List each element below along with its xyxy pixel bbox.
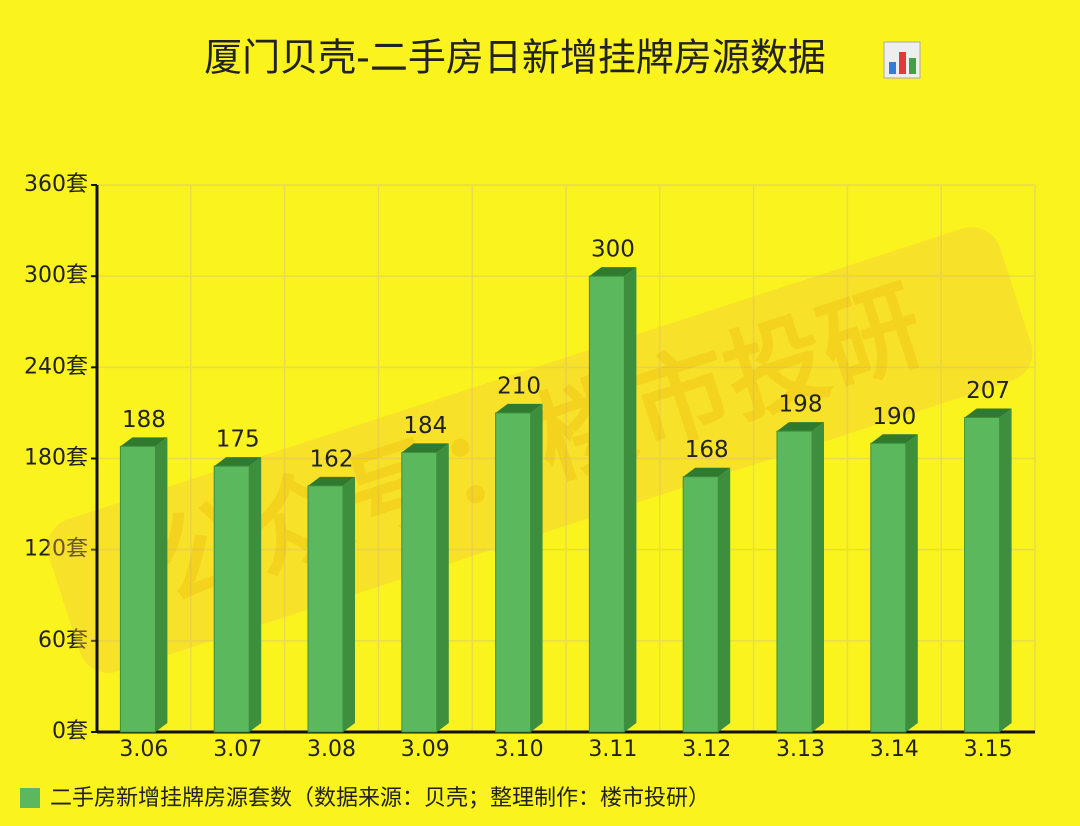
bar-side bbox=[999, 408, 1012, 732]
bar-side bbox=[249, 457, 262, 732]
legend-label: 二手房新增挂牌房源套数（数据来源：贝壳；整理制作：楼市投研） bbox=[50, 786, 710, 811]
bar-top bbox=[495, 403, 543, 413]
bar-top bbox=[308, 476, 355, 486]
y-tick-label: 240套 bbox=[24, 354, 88, 379]
bar bbox=[964, 416, 1001, 733]
bar bbox=[307, 485, 344, 733]
data-label: 162 bbox=[310, 446, 354, 472]
bar bbox=[119, 445, 156, 733]
data-label: 188 bbox=[122, 407, 166, 433]
bar-side bbox=[812, 422, 824, 732]
bar-top bbox=[683, 467, 731, 477]
bar-top bbox=[870, 434, 918, 444]
data-label: 184 bbox=[403, 413, 447, 439]
bar-top bbox=[120, 437, 168, 447]
bar bbox=[870, 442, 907, 733]
x-tick-label: 3.06 bbox=[119, 737, 168, 762]
x-tick-label: 3.10 bbox=[495, 737, 544, 762]
bar-side bbox=[718, 467, 731, 732]
x-tick-label: 3.14 bbox=[870, 737, 919, 762]
data-label: 207 bbox=[966, 378, 1010, 404]
bar-side bbox=[905, 434, 918, 732]
bar-top bbox=[214, 457, 262, 467]
x-tick-label: 3.11 bbox=[588, 737, 637, 762]
data-label: 168 bbox=[685, 437, 729, 463]
bar bbox=[682, 476, 719, 733]
data-label: 190 bbox=[872, 404, 916, 430]
data-label: 210 bbox=[497, 373, 541, 399]
bar-side bbox=[624, 267, 637, 732]
legend-swatch bbox=[20, 788, 40, 808]
y-tick-label: 0套 bbox=[52, 719, 88, 744]
x-tick-label: 3.13 bbox=[776, 737, 825, 762]
data-label: 175 bbox=[216, 427, 260, 453]
x-tick-label: 3.07 bbox=[213, 737, 262, 762]
bar-top bbox=[589, 267, 637, 277]
x-tick-label: 3.15 bbox=[964, 737, 1013, 762]
bar-side bbox=[343, 476, 355, 732]
y-tick-label: 180套 bbox=[24, 446, 88, 471]
x-tick-label: 3.09 bbox=[401, 737, 450, 762]
y-tick-label: 60套 bbox=[38, 628, 88, 653]
bar bbox=[776, 430, 813, 733]
data-label: 198 bbox=[779, 392, 823, 418]
data-label: 300 bbox=[591, 237, 635, 263]
title-icon bbox=[883, 41, 921, 79]
bar-top bbox=[777, 422, 824, 432]
bar-side bbox=[436, 443, 449, 732]
x-tick-label: 3.08 bbox=[307, 737, 356, 762]
bar-side bbox=[530, 403, 543, 732]
y-tick-label: 360套 bbox=[24, 172, 88, 197]
x-tick-label: 3.12 bbox=[682, 737, 731, 762]
bar bbox=[401, 451, 438, 733]
bar-top bbox=[401, 443, 449, 453]
y-tick-label: 120套 bbox=[24, 537, 88, 562]
bar bbox=[588, 275, 625, 733]
y-tick-label: 300套 bbox=[24, 263, 88, 288]
bar bbox=[213, 465, 250, 733]
bar-side bbox=[155, 437, 168, 732]
bar-top bbox=[964, 408, 1012, 418]
bar bbox=[495, 412, 532, 733]
chart-title: 厦门贝壳-二手房日新增挂牌房源数据 bbox=[204, 36, 826, 80]
